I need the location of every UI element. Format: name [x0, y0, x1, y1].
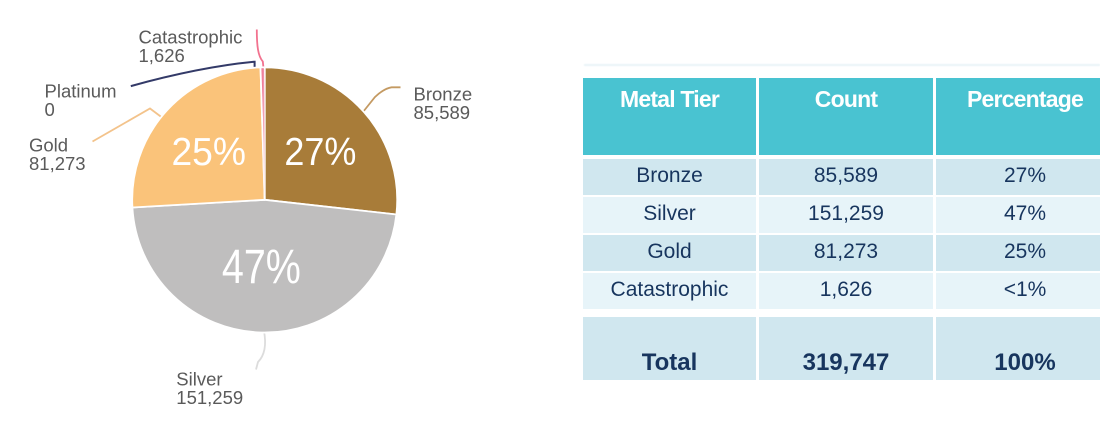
- svg-text:Platinum: Platinum: [45, 81, 117, 102]
- svg-text:Catastrophic: Catastrophic: [139, 27, 243, 48]
- svg-text:85,589: 85,589: [414, 102, 471, 123]
- svg-text:25%: 25%: [171, 131, 246, 174]
- svg-text:151,259: 151,259: [176, 387, 243, 408]
- svg-text:47%: 47%: [222, 241, 301, 294]
- svg-text:27%: 27%: [284, 131, 356, 174]
- svg-text:Bronze: Bronze: [414, 84, 473, 105]
- svg-text:1,626: 1,626: [139, 45, 185, 66]
- svg-text:81,273: 81,273: [29, 153, 86, 174]
- svg-text:0: 0: [45, 99, 55, 120]
- svg-text:Silver: Silver: [176, 369, 222, 390]
- svg-text:Gold: Gold: [29, 135, 68, 156]
